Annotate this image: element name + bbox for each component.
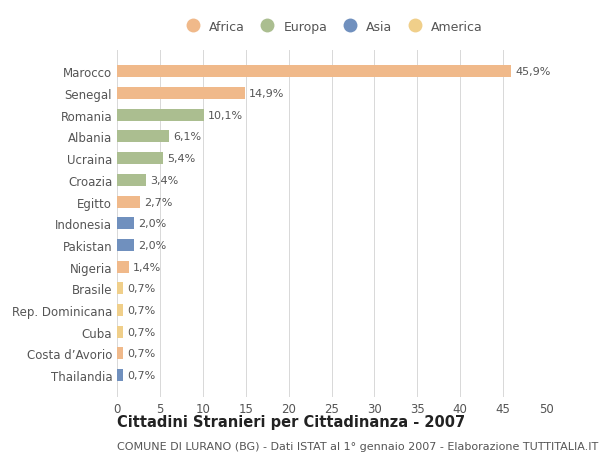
Bar [117,88,245,100]
Bar [117,304,123,316]
Bar [117,218,134,230]
Bar [117,66,511,78]
Text: 0,7%: 0,7% [127,305,155,315]
Text: Cittadini Stranieri per Cittadinanza - 2007: Cittadini Stranieri per Cittadinanza - 2… [117,414,465,429]
Legend: Africa, Europa, Asia, America: Africa, Europa, Asia, America [176,17,487,37]
Text: 5,4%: 5,4% [167,154,196,164]
Text: COMUNE DI LURANO (BG) - Dati ISTAT al 1° gennaio 2007 - Elaborazione TUTTITALIA.: COMUNE DI LURANO (BG) - Dati ISTAT al 1°… [117,441,598,451]
Bar [117,348,123,360]
Bar [117,261,129,273]
Bar [117,110,203,122]
Text: 0,7%: 0,7% [127,370,155,381]
Text: 10,1%: 10,1% [208,111,243,121]
Bar [117,283,123,295]
Bar [117,174,146,186]
Bar [117,369,123,381]
Text: 2,7%: 2,7% [145,197,173,207]
Text: 2,0%: 2,0% [139,241,167,251]
Text: 0,7%: 0,7% [127,327,155,337]
Text: 0,7%: 0,7% [127,349,155,358]
Bar [117,153,163,165]
Text: 45,9%: 45,9% [515,67,550,77]
Text: 14,9%: 14,9% [249,89,284,99]
Bar [117,326,123,338]
Text: 3,4%: 3,4% [151,175,179,185]
Text: 0,7%: 0,7% [127,284,155,294]
Text: 2,0%: 2,0% [139,219,167,229]
Bar [117,240,134,252]
Text: 6,1%: 6,1% [173,132,202,142]
Bar [117,196,140,208]
Text: 1,4%: 1,4% [133,262,161,272]
Bar [117,131,169,143]
